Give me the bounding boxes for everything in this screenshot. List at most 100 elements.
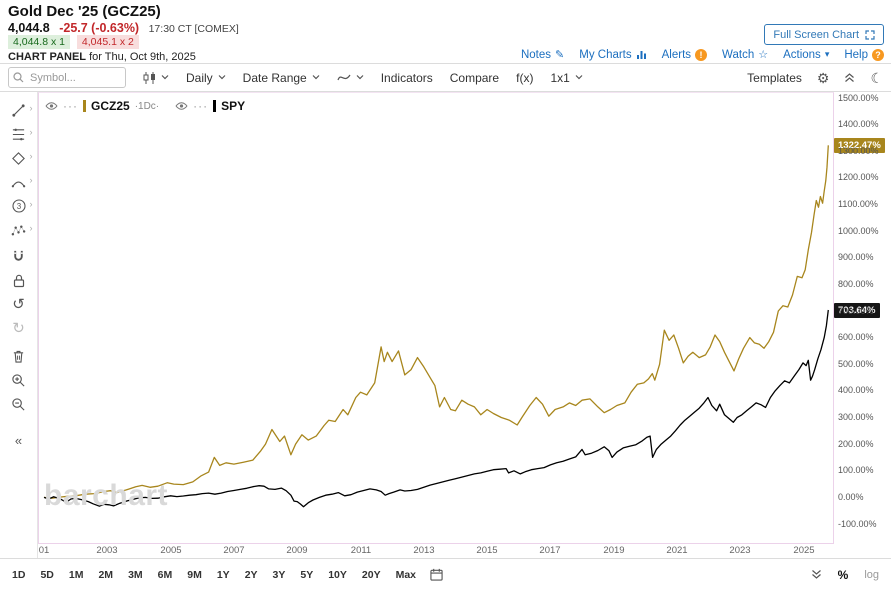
y-axis-label: 600.00%: [838, 332, 874, 342]
x-axis-label: 01: [38, 545, 50, 556]
log-scale-toggle[interactable]: log: [864, 568, 879, 581]
zoom-in-button[interactable]: [4, 368, 34, 392]
quote-line: 4,044.8 -25.7 (-0.63%) 17:30 CT [COMEX]: [8, 21, 239, 35]
redo-button[interactable]: ↻: [12, 319, 25, 337]
frequency-dropdown[interactable]: Daily: [186, 71, 226, 85]
chart-legend: ··· GCZ25 ·1Dc· ··· SPY: [45, 99, 255, 113]
actions-label: Actions: [783, 48, 821, 61]
compare-label: Compare: [449, 70, 500, 85]
y-axis-label: 800.00%: [838, 279, 874, 289]
svg-text:3: 3: [16, 202, 21, 211]
series-color-swatch: [83, 100, 86, 112]
zoom-out-button[interactable]: [4, 392, 34, 416]
delete-drawings-button[interactable]: [4, 344, 34, 368]
price-chart-canvas[interactable]: [38, 92, 834, 544]
full-screen-chart-button[interactable]: Full Screen Chart: [764, 24, 884, 45]
header-nav: Notes ✎ My Charts Alerts! Watch ☆ Actions ▾…: [521, 48, 884, 61]
flyout-arrow-icon: ›: [29, 175, 33, 185]
range-button-2y[interactable]: 2Y: [244, 568, 258, 581]
collapse-drawing-toolbar-button[interactable]: «: [14, 432, 23, 448]
range-button-3m[interactable]: 3M: [128, 568, 143, 581]
chart-type-button[interactable]: [143, 71, 169, 85]
series-symbol: GCZ25: [91, 99, 130, 113]
line-style-dropdown[interactable]: [337, 71, 364, 84]
trend-line-tool[interactable]: ›: [4, 98, 34, 122]
symbol-input[interactable]: [8, 67, 126, 88]
range-button-9m[interactable]: 9M: [187, 568, 202, 581]
actions-link[interactable]: Actions ▾: [783, 49, 829, 61]
arc-tool[interactable]: ›: [4, 170, 34, 194]
settings-gear-icon[interactable]: ⚙: [816, 69, 830, 86]
flyout-arrow-icon: ›: [29, 127, 33, 137]
range-buttons: 1D 5D 1M 2M 3M 6M 9M 1Y 2Y 3Y 5Y 10Y 20Y Max: [12, 569, 416, 581]
range-button-3y[interactable]: 3Y: [272, 568, 286, 581]
flyout-arrow-icon: ›: [29, 151, 33, 161]
range-button-20y[interactable]: 20Y: [361, 568, 381, 581]
grid-layout-dropdown[interactable]: 1x1: [550, 71, 583, 85]
range-button-10y[interactable]: 10Y: [328, 568, 347, 581]
range-button-6m[interactable]: 6M: [157, 568, 173, 581]
range-button-5d[interactable]: 5D: [40, 568, 54, 581]
expand-panel-icon[interactable]: [811, 569, 822, 580]
y-axis-label: 1300.00%: [838, 146, 879, 156]
range-button-1d[interactable]: 1D: [12, 568, 26, 581]
calendar-icon[interactable]: [430, 568, 443, 581]
frequency-label: Daily: [186, 70, 213, 85]
y-axis-label: 1400.00%: [838, 119, 879, 129]
x-axis-label: 2021: [666, 545, 688, 556]
eye-visibility-icon[interactable]: [175, 101, 188, 111]
help-link[interactable]: Help?: [844, 48, 884, 61]
x-axis-label: 2009: [286, 545, 308, 556]
panel-label: CHART PANEL: [8, 51, 87, 63]
fx-button[interactable]: f(x): [516, 71, 533, 85]
my-charts-link[interactable]: My Charts: [579, 49, 646, 61]
full-screen-chart-label: Full Screen Chart: [773, 28, 859, 41]
annotation-tool[interactable]: 3 ›: [4, 194, 34, 218]
page-title: Gold Dec '25 (GCZ25): [8, 3, 161, 20]
range-button-2m[interactable]: 2M: [98, 568, 114, 581]
price-axis[interactable]: 1322.47% 703.64% 1500.00% 1400.00% 1300.00…: [834, 92, 891, 544]
fibonacci-tool[interactable]: ›: [4, 122, 34, 146]
indicators-button[interactable]: Indicators: [381, 71, 433, 85]
y-axis-label: 1200.00%: [838, 172, 879, 182]
wave-icon: [337, 74, 351, 81]
quote-time: 17:30 CT [COMEX]: [148, 23, 239, 35]
time-axis[interactable]: 01 2003 2005 2007 2009 2011 2013 2015 2017 2019 20…: [38, 545, 834, 558]
shapes-tool[interactable]: ›: [4, 146, 34, 170]
range-button-max[interactable]: Max: [395, 568, 417, 581]
range-toolbar: 1D 5D 1M 2M 3M 6M 9M 1Y 2Y 3Y 5Y 10Y 20Y Max % log: [0, 558, 891, 590]
eye-visibility-icon[interactable]: [45, 101, 58, 111]
undo-button[interactable]: ↺: [12, 295, 25, 313]
symbol-search: [8, 67, 126, 88]
panel-date: for Thu, Oct 9th, 2025: [89, 51, 196, 63]
gcz25-last-value-badge: 1322.47%: [834, 138, 885, 153]
magnet-tool[interactable]: [4, 244, 34, 268]
last-price: 4,044.8: [8, 21, 50, 35]
collapse-toolbar-icon[interactable]: [844, 72, 855, 83]
lock-tool[interactable]: [4, 268, 34, 292]
pattern-tool[interactable]: ›: [4, 218, 34, 242]
range-button-5y[interactable]: 5Y: [300, 568, 314, 581]
date-range-dropdown[interactable]: Date Range: [243, 71, 320, 85]
drawing-toolbar: › › › › 3 › › ↺ ↻: [0, 92, 38, 558]
series-menu-icon[interactable]: ···: [63, 99, 78, 113]
compare-button[interactable]: Compare: [450, 71, 499, 85]
series-line-gcz25: [43, 145, 829, 499]
y-axis-label: -100.00%: [838, 519, 877, 529]
y-axis-label: 1100.00%: [838, 199, 878, 209]
alerts-link[interactable]: Alerts!: [662, 48, 708, 61]
range-button-1y[interactable]: 1Y: [216, 568, 230, 581]
flyout-arrow-icon: ›: [29, 103, 33, 113]
dark-mode-moon-icon[interactable]: ☾: [870, 69, 883, 86]
watch-link[interactable]: Watch ☆: [722, 48, 768, 62]
bid-ask-line: 4,044.8 x 1 4,045.1 x 2: [8, 35, 139, 49]
percent-scale-toggle[interactable]: %: [837, 567, 849, 582]
y-axis-label: 400.00%: [838, 385, 874, 395]
series-menu-icon[interactable]: ···: [193, 99, 209, 113]
x-axis-label: 2013: [413, 545, 435, 556]
y-axis-label: 1000.00%: [838, 226, 879, 236]
range-button-1m[interactable]: 1M: [68, 568, 84, 581]
notes-link[interactable]: Notes ✎: [521, 48, 564, 62]
my-charts-label: My Charts: [579, 48, 632, 61]
templates-button[interactable]: Templates: [747, 71, 802, 85]
